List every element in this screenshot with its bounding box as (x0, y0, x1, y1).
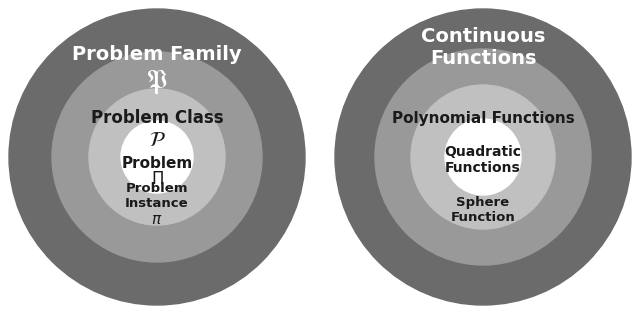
Circle shape (52, 52, 262, 262)
Circle shape (335, 9, 631, 305)
Text: $\pi$: $\pi$ (151, 213, 163, 228)
Circle shape (9, 9, 305, 305)
Text: Polynomial Functions: Polynomial Functions (392, 111, 574, 126)
Text: Problem
Instance: Problem Instance (125, 182, 189, 210)
Text: Problem: Problem (122, 155, 193, 171)
Text: Problem Class: Problem Class (91, 109, 223, 127)
Text: Continuous
Functions: Continuous Functions (421, 28, 545, 68)
Circle shape (121, 121, 193, 193)
Circle shape (375, 49, 591, 265)
Circle shape (411, 85, 555, 229)
Text: Problem Family: Problem Family (72, 46, 242, 64)
Text: $\mathfrak{P}$: $\mathfrak{P}$ (147, 68, 168, 96)
Text: Quadratic
Functions: Quadratic Functions (445, 145, 522, 175)
Circle shape (89, 89, 225, 225)
Text: Sphere
Function: Sphere Function (451, 196, 515, 224)
Text: $\Pi$: $\Pi$ (150, 170, 163, 188)
Circle shape (445, 119, 521, 195)
Text: $\mathcal{P}$: $\mathcal{P}$ (148, 130, 165, 150)
